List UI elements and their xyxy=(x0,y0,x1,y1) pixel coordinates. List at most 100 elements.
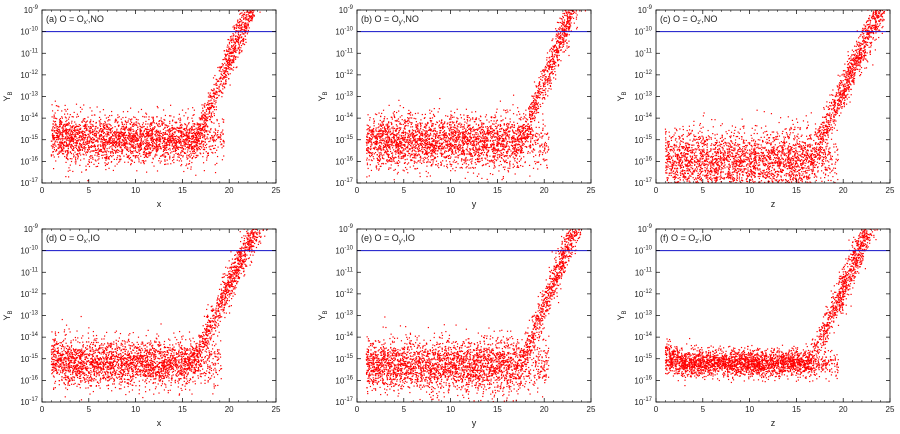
data-point xyxy=(156,140,158,142)
data-point xyxy=(392,156,394,159)
data-point xyxy=(66,150,69,152)
data-point xyxy=(66,124,68,126)
data-point xyxy=(379,119,381,122)
data-point xyxy=(94,128,96,130)
data-point xyxy=(131,135,133,137)
data-point xyxy=(367,133,369,135)
data-point xyxy=(50,155,53,157)
data-point xyxy=(180,160,183,162)
data-point xyxy=(201,114,203,117)
data-point xyxy=(190,154,192,156)
data-point xyxy=(220,138,222,140)
data-point xyxy=(188,129,191,131)
data-point xyxy=(120,130,122,132)
data-point xyxy=(500,130,502,133)
data-point xyxy=(137,138,139,141)
data-point xyxy=(130,128,132,130)
data-point xyxy=(139,133,141,136)
data-point xyxy=(87,136,89,138)
data-point xyxy=(207,107,209,109)
data-point xyxy=(369,148,372,151)
data-point xyxy=(544,91,546,93)
data-point xyxy=(494,153,497,155)
data-point xyxy=(79,111,82,113)
data-point xyxy=(146,131,148,133)
data-point xyxy=(149,147,151,149)
data-point xyxy=(184,124,187,126)
data-point xyxy=(180,131,182,133)
data-point xyxy=(220,132,222,134)
data-point xyxy=(549,80,551,82)
data-point xyxy=(367,139,369,141)
data-point xyxy=(529,152,531,154)
data-point xyxy=(215,106,217,108)
data-point xyxy=(216,135,218,137)
data-point xyxy=(144,137,146,139)
data-point xyxy=(162,140,165,142)
data-point xyxy=(441,119,443,122)
data-point xyxy=(92,150,94,152)
data-point xyxy=(560,37,562,39)
data-point xyxy=(108,147,110,149)
data-point xyxy=(65,138,67,140)
data-point xyxy=(189,156,191,158)
data-point xyxy=(163,153,165,155)
data-point xyxy=(123,141,125,143)
data-point xyxy=(79,149,81,151)
data-point xyxy=(184,144,186,146)
data-point xyxy=(84,133,87,136)
data-point xyxy=(417,130,419,132)
data-point xyxy=(169,132,171,134)
data-point xyxy=(93,138,95,140)
data-point xyxy=(239,18,241,20)
data-point xyxy=(152,147,154,150)
data-point xyxy=(566,16,569,18)
data-point xyxy=(94,126,96,128)
data-point xyxy=(187,155,190,157)
data-point xyxy=(243,37,245,40)
data-point xyxy=(180,123,182,126)
data-point xyxy=(118,133,120,135)
data-point xyxy=(212,102,214,104)
data-point xyxy=(129,147,131,149)
data-point xyxy=(546,65,548,67)
data-point xyxy=(56,138,58,141)
data-point xyxy=(111,145,113,147)
data-point xyxy=(52,125,54,128)
data-point xyxy=(514,147,516,149)
data-point xyxy=(502,143,504,145)
data-point xyxy=(75,125,77,128)
data-point xyxy=(155,129,157,132)
data-point xyxy=(538,88,541,90)
data-point xyxy=(243,18,245,20)
data-point xyxy=(136,140,138,142)
data-point xyxy=(129,123,132,125)
data-point xyxy=(109,146,111,148)
data-point xyxy=(75,147,78,150)
data-point xyxy=(526,136,528,138)
data-point xyxy=(89,127,91,129)
data-point xyxy=(188,136,190,138)
data-point xyxy=(409,154,412,156)
data-point xyxy=(208,130,210,132)
data-point xyxy=(220,91,222,93)
data-point xyxy=(226,62,229,65)
data-point xyxy=(62,131,64,133)
data-point xyxy=(137,128,139,130)
data-point xyxy=(403,149,405,151)
data-point xyxy=(207,133,209,136)
data-point xyxy=(428,137,430,140)
data-point xyxy=(73,125,75,127)
data-point xyxy=(145,128,147,130)
data-point xyxy=(169,134,171,136)
data-point xyxy=(69,142,71,144)
data-point xyxy=(214,103,216,105)
data-point xyxy=(534,163,537,165)
data-point xyxy=(206,126,209,128)
data-point xyxy=(65,117,67,119)
data-point xyxy=(575,16,578,18)
data-point xyxy=(245,14,248,16)
data-point xyxy=(576,26,578,29)
data-point xyxy=(162,128,165,130)
data-point xyxy=(411,159,413,161)
